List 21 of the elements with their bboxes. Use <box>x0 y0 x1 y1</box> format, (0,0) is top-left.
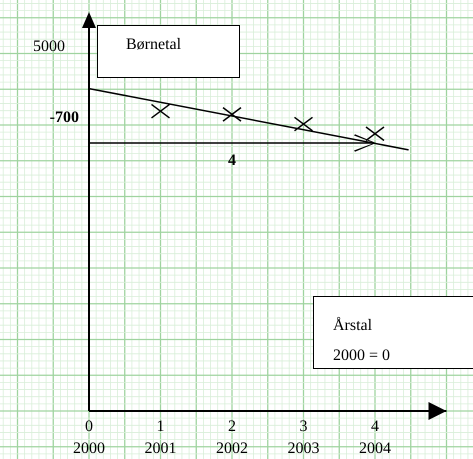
x2-tick-label: 2003 <box>288 440 320 457</box>
x-tick-label: 4 <box>371 418 379 435</box>
point <box>150 104 170 119</box>
point <box>222 106 242 122</box>
x-axis-title: Årstal <box>333 316 374 336</box>
x-tick-label: 2 <box>228 418 236 435</box>
x-tick-label: 3 <box>300 418 308 435</box>
label-box: Årstal 2000 = 0 <box>313 296 473 369</box>
x2-tick-label: 2002 <box>216 440 248 457</box>
x-tick-label: 0 <box>85 418 93 435</box>
x2-tick-label: 2001 <box>144 440 176 457</box>
point <box>365 126 385 142</box>
annotation: 2000 = 0 <box>333 346 392 366</box>
point <box>294 116 314 132</box>
x2-tick-label: 2000 <box>73 440 105 457</box>
text: -700 <box>50 109 79 126</box>
x-tick-label: 1 <box>156 418 164 435</box>
label-box: Børnetal <box>97 25 240 78</box>
text: 5000 <box>33 38 65 55</box>
x2-tick-label: 2004 <box>359 440 391 457</box>
annotation: 4 <box>228 152 236 169</box>
